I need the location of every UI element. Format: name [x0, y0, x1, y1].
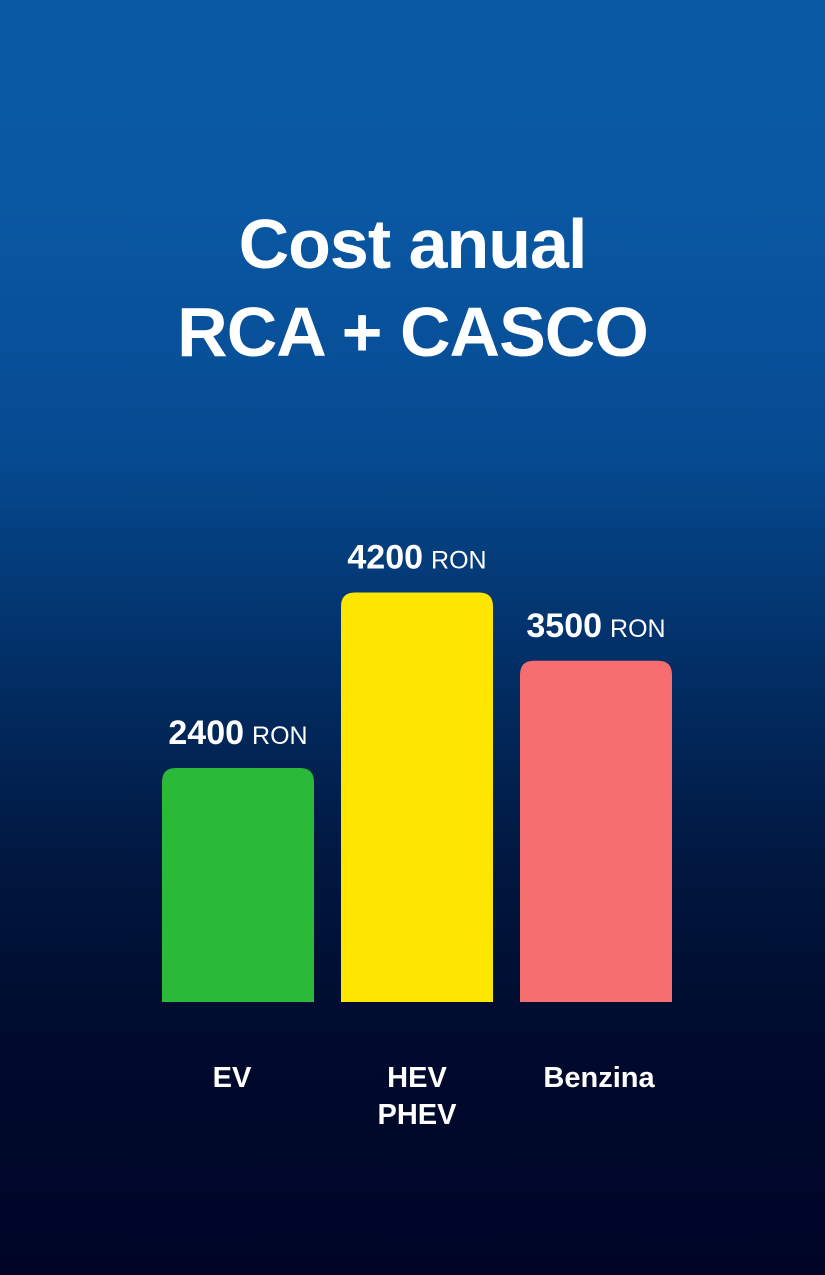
- bar-benzina: [520, 660, 672, 1002]
- category-label-line: Benzina: [543, 1062, 655, 1094]
- value-unit: RON: [252, 722, 308, 750]
- value-label-ev: 2400 RON: [168, 714, 307, 752]
- category-labels-group: EV HEV PHEV Benzina: [213, 1062, 656, 1131]
- value-label-hev-phev: 4200 RON: [347, 539, 486, 577]
- value-number: 3500: [526, 607, 602, 645]
- chart-title: Cost anual RCA + CASCO: [0, 200, 825, 376]
- bar-hev-phev: [341, 592, 493, 1002]
- value-label-benzina: 3500 RON: [526, 607, 665, 645]
- category-label-benzina: Benzina: [543, 1062, 655, 1094]
- value-unit: RON: [431, 547, 487, 575]
- bars-group: [162, 592, 672, 1002]
- chart-title-line-1: Cost anual: [238, 205, 588, 283]
- value-labels-group: 2400 RON 4200 RON 3500 RON: [168, 539, 665, 753]
- category-label-line: HEV: [387, 1062, 447, 1094]
- category-label-hev-phev: HEV PHEV: [378, 1062, 458, 1131]
- chart-title-line-2: RCA + CASCO: [177, 293, 649, 371]
- category-label-ev: EV: [213, 1062, 252, 1094]
- value-number: 2400: [168, 714, 244, 752]
- value-unit: RON: [610, 615, 666, 643]
- category-label-line: PHEV: [378, 1099, 458, 1131]
- category-label-line: EV: [213, 1062, 252, 1094]
- bar-ev: [162, 768, 314, 1002]
- value-number: 4200: [347, 539, 423, 577]
